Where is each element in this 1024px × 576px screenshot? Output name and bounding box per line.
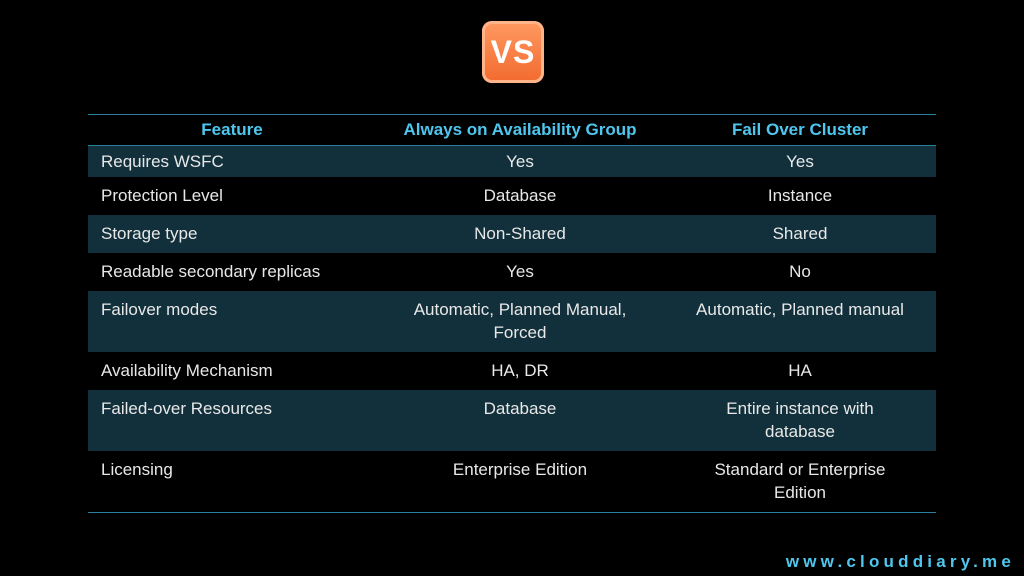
website-url: www.clouddiary.me [785,552,1015,571]
feature-cell: Protection Level [101,186,223,205]
value-cell: Yes [506,152,534,171]
feature-cell: Readable secondary replicas [101,262,321,281]
value-cell: Entire instance with database [664,390,936,451]
feature-cell: Licensing [101,460,173,479]
cell-line: Standard or Enterprise [714,460,886,479]
table-row: Requires WSFC Yes Yes [88,145,936,177]
value-cell: Automatic, Planned Manual, Forced [376,291,664,352]
value-cell: Non-Shared [474,224,566,243]
cell-line: Automatic, Planned Manual, [413,300,627,319]
table-row: Licensing Enterprise Edition Standard or E… [88,451,936,513]
value-cell: Database [483,186,557,205]
feature-cell: Storage type [101,224,198,243]
value-cell: No [789,262,811,281]
value-cell: Instance [767,186,833,205]
value-cell: Automatic, Planned manual [696,300,904,319]
value-cell: Standard or Enterprise Edition [664,451,936,513]
table-row: Storage type Non-Shared Shared [88,215,936,253]
column-header: Feature [88,114,376,146]
table-row: Availability Mechanism HA, DR HA [88,352,936,390]
value-cell: Enterprise Edition [452,460,588,479]
value-cell: HA, DR [491,361,549,380]
feature-cell: Failed-over Resources [101,399,273,418]
value-cell: HA [788,361,812,380]
value-cell: Yes [506,262,534,281]
vs-badge: VS [482,21,544,83]
table-row: Failover modes Automatic, Planned Manual,… [88,291,936,352]
cell-line: Entire instance with [726,399,874,418]
cell-line: Forced [493,323,547,342]
table-body: Requires WSFC Yes Yes Protection Level Datab… [88,145,936,513]
comparison-table: Feature Always on Availability Group Fail … [88,114,936,513]
feature-cell: Requires WSFC [101,152,224,171]
column-header: Always on Availability Group [376,114,664,146]
feature-cell: Failover modes [101,300,218,319]
table-row: Failed-over Resources Database Entire inst… [88,390,936,451]
header-row: Feature Always on Availability Group Fail … [88,114,936,146]
column-header: Fail Over Cluster [664,114,936,146]
value-cell: Yes [786,152,814,171]
value-cell: Database [483,399,557,418]
value-cell: Shared [772,224,828,243]
feature-cell: Availability Mechanism [101,361,273,380]
table-row: Readable secondary replicas Yes No [88,253,936,291]
cell-line: Edition [774,483,826,502]
table-row: Protection Level Database Instance [88,177,936,215]
cell-line: database [765,422,835,441]
